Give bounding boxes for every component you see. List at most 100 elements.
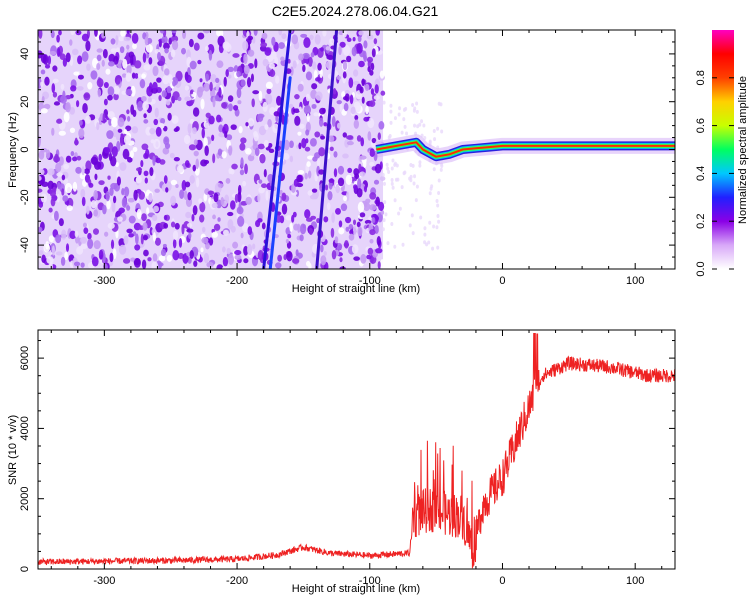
- noise-speckle: [364, 219, 372, 225]
- noise-speckle: [308, 228, 314, 235]
- noise-speckle: [304, 209, 311, 219]
- noise-speckle: [393, 163, 397, 168]
- noise-speckle: [38, 175, 42, 181]
- noise-speckle: [159, 159, 166, 165]
- noise-speckle: [38, 30, 43, 39]
- noise-speckle: [362, 202, 371, 212]
- noise-speckle: [47, 180, 54, 190]
- noise-speckle: [193, 139, 198, 146]
- noise-speckle: [258, 179, 263, 184]
- noise-speckle: [400, 130, 404, 135]
- noise-speckle: [320, 255, 327, 266]
- noise-speckle: [336, 122, 341, 129]
- noise-speckle: [234, 254, 242, 261]
- noise-speckle: [243, 64, 250, 75]
- noise-speckle: [382, 218, 386, 223]
- noise-speckle: [143, 119, 149, 124]
- noise-speckle: [275, 262, 282, 269]
- noise-speckle: [148, 57, 153, 65]
- noise-speckle: [189, 60, 197, 70]
- y-tick-label: 0: [19, 566, 31, 572]
- noise-speckle: [160, 117, 166, 125]
- noise-speckle: [55, 234, 62, 244]
- noise-speckle: [337, 165, 345, 175]
- noise-speckle: [96, 54, 102, 62]
- noise-speckle: [272, 123, 280, 134]
- spectrogram-x-label: Height of straight line (km): [292, 283, 420, 295]
- noise-speckle: [107, 86, 115, 97]
- noise-speckle: [147, 97, 152, 103]
- noise-speckle: [38, 150, 45, 160]
- noise-speckle: [375, 247, 383, 254]
- noise-speckle: [264, 47, 272, 56]
- noise-speckle: [90, 70, 98, 80]
- noise-speckle: [350, 106, 356, 115]
- snr-frame: [37, 329, 676, 570]
- noise-speckle: [87, 82, 93, 90]
- noise-speckle: [105, 190, 110, 202]
- noise-speckle: [263, 168, 267, 178]
- noise-speckle: [393, 198, 397, 203]
- noise-speckle: [233, 104, 239, 111]
- noise-speckle: [122, 258, 131, 264]
- noise-speckle: [355, 102, 361, 113]
- noise-speckle: [131, 126, 139, 134]
- noise-speckle: [239, 142, 246, 151]
- noise-speckle: [127, 197, 135, 203]
- x-tick-label: -200: [226, 575, 248, 587]
- noise-speckle: [195, 177, 200, 188]
- noise-speckle: [344, 93, 350, 102]
- noise-speckle: [96, 77, 104, 88]
- noise-speckle: [41, 254, 46, 264]
- noise-speckle: [162, 147, 170, 155]
- noise-speckle: [360, 137, 365, 147]
- noise-speckle: [47, 168, 55, 176]
- noise-speckle: [151, 261, 159, 269]
- noise-speckle: [203, 30, 211, 34]
- noise-speckle: [102, 204, 107, 215]
- noise-speckle: [115, 47, 120, 53]
- noise-speckle: [208, 115, 215, 125]
- noise-speckle: [371, 48, 376, 58]
- noise-speckle: [85, 40, 91, 52]
- noise-speckle: [228, 103, 233, 112]
- noise-speckle: [342, 132, 347, 138]
- noise-speckle: [412, 181, 416, 186]
- noise-speckle: [192, 164, 197, 172]
- noise-speckle: [110, 38, 116, 45]
- noise-speckle: [140, 159, 144, 168]
- noise-speckle: [393, 116, 397, 121]
- noise-speckle: [395, 163, 399, 168]
- noise-speckle: [172, 238, 177, 249]
- noise-speckle: [315, 91, 323, 101]
- noise-speckle: [311, 188, 318, 193]
- noise-speckle: [218, 132, 226, 138]
- noise-speckle: [345, 216, 352, 224]
- noise-speckle: [338, 227, 345, 235]
- noise-speckle: [230, 169, 235, 175]
- noise-speckle: [302, 52, 310, 60]
- colorbar-label: Normalized spectral amplitude: [737, 76, 749, 224]
- noise-speckle: [172, 40, 179, 51]
- noise-speckle: [191, 213, 195, 222]
- noise-speckle: [225, 69, 229, 78]
- noise-speckle: [397, 112, 401, 117]
- noise-speckle: [262, 58, 269, 67]
- noise-speckle: [53, 101, 61, 106]
- noise-speckle: [187, 123, 192, 134]
- noise-speckle: [362, 50, 367, 61]
- noise-speckle: [423, 240, 427, 245]
- noise-speckle: [64, 251, 69, 261]
- snr-x-axis: -300 -200 -100 0 100: [50, 330, 663, 587]
- noise-speckle: [391, 185, 395, 190]
- noise-speckle: [357, 35, 362, 43]
- noise-speckle: [42, 54, 49, 65]
- noise-speckle: [231, 163, 238, 170]
- colorbar-tick-label: 0.2: [695, 214, 707, 229]
- noise-speckle: [203, 252, 210, 264]
- noise-speckle: [363, 116, 370, 122]
- noise-speckle: [184, 85, 190, 91]
- noise-speckle: [366, 34, 374, 40]
- noise-speckle: [205, 73, 209, 82]
